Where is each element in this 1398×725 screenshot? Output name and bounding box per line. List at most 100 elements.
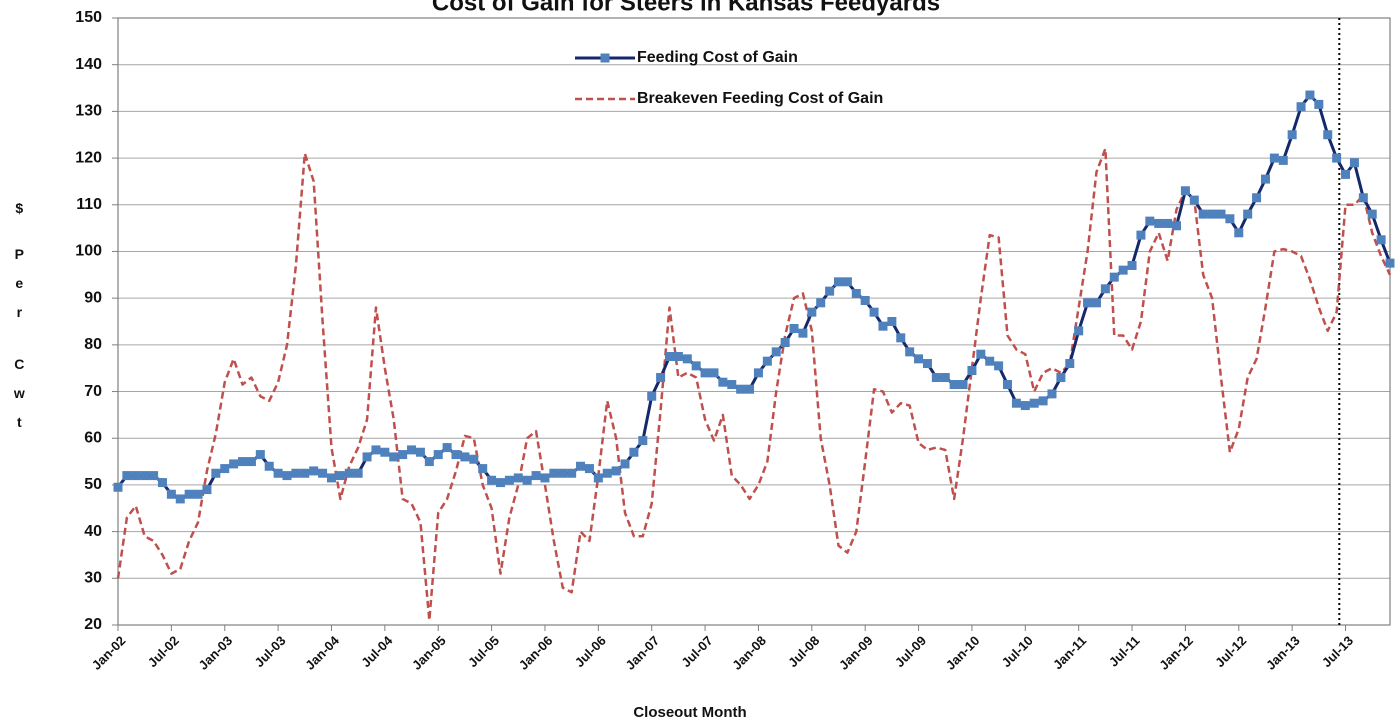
point-marker (122, 471, 132, 481)
x-tick-label: Jan-06 (516, 633, 556, 673)
y-axis-title: Per (11, 246, 27, 333)
x-tick-label: Jan-13 (1263, 633, 1303, 673)
point-marker (718, 377, 728, 387)
point-marker (1154, 218, 1164, 228)
point-marker (1180, 186, 1190, 196)
point-marker (611, 466, 621, 476)
legend-label: Feeding Cost of Gain (637, 49, 798, 66)
point-marker (931, 373, 941, 383)
point-marker (1056, 373, 1066, 383)
y-tick-label: 150 (75, 9, 102, 26)
point-marker (1332, 153, 1342, 163)
point-marker (300, 468, 310, 478)
point-marker (220, 464, 230, 474)
point-marker (771, 347, 781, 357)
point-marker (326, 473, 336, 483)
point-marker (869, 307, 879, 317)
point-marker (495, 478, 505, 488)
point-marker (967, 366, 977, 376)
point-marker (958, 380, 968, 390)
point-marker (1207, 209, 1217, 219)
point-marker (1047, 389, 1057, 399)
x-tick-label: Jul-09 (892, 633, 929, 670)
point-marker (540, 473, 550, 483)
point-marker (851, 288, 861, 298)
point-marker (131, 471, 141, 481)
x-tick-label: Jul-07 (678, 633, 715, 670)
point-marker (469, 454, 479, 464)
point-marker (736, 384, 746, 394)
y-axis-title: Cwt (11, 356, 27, 443)
point-marker (745, 384, 755, 394)
point-marker (593, 473, 603, 483)
y-tick-label: 40 (84, 523, 102, 540)
point-marker (1269, 153, 1279, 163)
point-marker (673, 352, 683, 362)
point-marker (1038, 396, 1048, 406)
point-marker (157, 478, 167, 488)
point-marker (1385, 258, 1395, 268)
point-marker (647, 391, 657, 401)
point-marker (1376, 235, 1386, 245)
point-marker (807, 307, 817, 317)
point-marker (798, 328, 808, 338)
point-marker (202, 485, 212, 495)
point-marker (1003, 380, 1013, 390)
point-marker (638, 436, 648, 446)
point-marker (1323, 130, 1333, 140)
point-marker (451, 450, 461, 460)
x-tick-label: Jul-02 (145, 633, 182, 670)
legend-marker (600, 53, 610, 63)
point-marker (682, 354, 692, 364)
point-marker (424, 457, 434, 467)
x-tick-label: Jul-12 (1212, 633, 1249, 670)
point-marker (371, 445, 381, 455)
x-tick-label: Jul-05 (465, 633, 502, 670)
x-tick-label: Jan-03 (196, 633, 236, 673)
x-tick-label: Jan-12 (1156, 633, 1196, 673)
point-marker (229, 459, 239, 469)
point-marker (985, 356, 995, 366)
point-marker (389, 452, 399, 462)
point-marker (914, 354, 924, 364)
point-marker (887, 317, 897, 326)
point-marker (1243, 209, 1253, 219)
point-marker (1287, 130, 1297, 140)
point-marker (380, 447, 390, 457)
point-marker (211, 468, 221, 478)
point-marker (1091, 298, 1101, 308)
point-marker (558, 468, 568, 478)
point-marker (1252, 193, 1262, 203)
point-marker (1163, 218, 1173, 228)
point-marker (522, 475, 532, 485)
point-marker (1296, 102, 1306, 112)
point-marker (460, 452, 470, 462)
point-marker (700, 368, 710, 378)
point-marker (753, 368, 763, 378)
x-tick-label: Jan-08 (729, 633, 769, 673)
point-marker (976, 349, 986, 359)
x-tick-label: Jul-13 (1319, 633, 1356, 670)
point-marker (282, 471, 292, 481)
point-marker (780, 338, 790, 348)
point-marker (549, 468, 559, 478)
point-marker (1189, 195, 1199, 205)
point-marker (407, 445, 417, 455)
point-marker (602, 468, 612, 478)
point-marker (1118, 265, 1128, 275)
point-marker (273, 468, 283, 478)
y-tick-label: 120 (75, 149, 102, 166)
point-marker (1074, 326, 1084, 336)
point-marker (1136, 230, 1146, 240)
y-tick-label: 140 (75, 56, 102, 73)
x-tick-label: Jan-02 (89, 633, 129, 673)
point-marker (1198, 209, 1208, 219)
x-tick-label: Jul-10 (999, 633, 1036, 670)
y-tick-label: 50 (84, 476, 102, 493)
point-marker (433, 450, 443, 460)
point-marker (1172, 221, 1182, 231)
point-marker (878, 321, 888, 331)
point-marker (1349, 158, 1359, 168)
point-marker (949, 380, 959, 390)
